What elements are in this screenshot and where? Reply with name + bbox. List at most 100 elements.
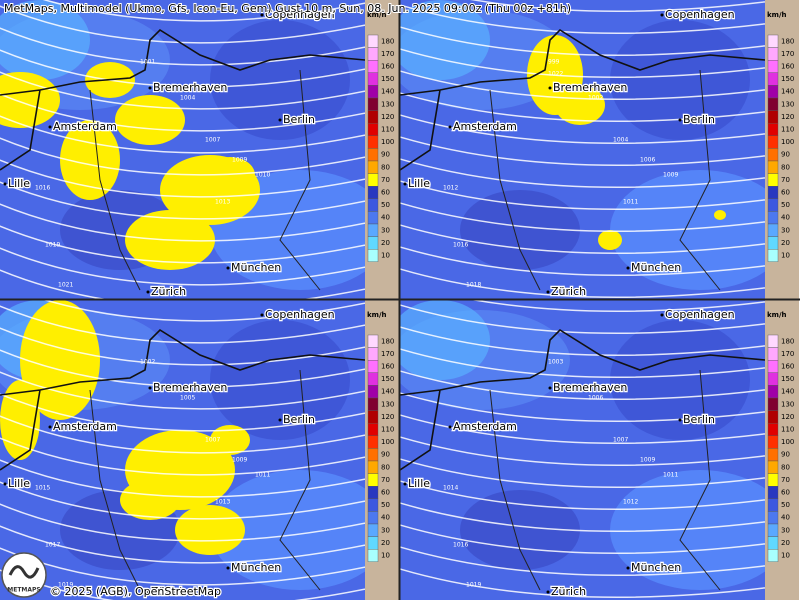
- legend-swatch: [367, 549, 379, 563]
- legend-swatch: [767, 60, 779, 74]
- city-dot: [448, 125, 452, 129]
- isobar: [400, 26, 765, 56]
- isobar-label: 1010: [255, 172, 270, 179]
- isobar: [470, 300, 765, 312]
- legend-swatch: [767, 148, 779, 162]
- legend-label: 110: [381, 426, 394, 434]
- isobar-label: 999: [548, 59, 560, 66]
- legend-swatch: [367, 236, 379, 250]
- legend-label: 100: [781, 438, 794, 446]
- legend-label: 30: [781, 226, 790, 234]
- isobar: [42, 300, 365, 322]
- legend-swatch: [367, 397, 379, 411]
- isobar-label: 1006: [640, 157, 655, 164]
- city-dot: [678, 418, 682, 422]
- wind-area: [210, 470, 365, 590]
- legend-swatch: [767, 435, 779, 449]
- wind-area: [460, 490, 580, 570]
- legend-label: 10: [381, 552, 390, 560]
- isobar: [0, 115, 365, 154]
- coastline: [0, 328, 365, 471]
- map-panel: 1003 1006 1007 1009 1011 1012 1014 1016 1019 Cope…: [400, 300, 765, 600]
- legend-label: 180: [781, 37, 794, 45]
- gust-area: [205, 157, 255, 193]
- isobar: [400, 304, 765, 334]
- city-label: Bremerhaven: [553, 381, 627, 394]
- legend-label: 150: [781, 375, 794, 383]
- legend-unit: km/h: [367, 11, 387, 19]
- wind-area: [610, 470, 765, 590]
- city-label: Zürich: [151, 585, 186, 598]
- isobar-label: 1004: [180, 95, 195, 102]
- isobar-label: 1003: [548, 359, 563, 366]
- border: [89, 69, 321, 291]
- city-dot: [3, 182, 7, 186]
- legend-swatch: [367, 160, 379, 174]
- city-label: Amsterdam: [453, 420, 517, 433]
- isobar: [400, 524, 765, 554]
- legend-swatch: [367, 173, 379, 187]
- legend-swatch: [767, 173, 779, 187]
- legend-swatch: [767, 347, 779, 361]
- legend-label: 120: [381, 113, 394, 121]
- legend-swatch: [767, 448, 779, 462]
- city-label: Bremerhaven: [153, 381, 227, 394]
- isobar-label: 1016: [35, 185, 50, 192]
- legend-swatch: [767, 473, 779, 487]
- city-label: Amsterdam: [453, 120, 517, 133]
- city-dot: [148, 86, 152, 90]
- legend-label: 160: [381, 63, 394, 71]
- isobar: [400, 70, 765, 100]
- legend-swatch: [367, 72, 379, 86]
- city-label: Lille: [8, 477, 30, 490]
- gust-area: [210, 425, 250, 455]
- legend-swatch: [767, 549, 779, 563]
- legend-label: 140: [381, 88, 394, 96]
- isobar: [0, 503, 365, 542]
- legend-label: 80: [781, 463, 790, 471]
- city-dot: [403, 482, 407, 486]
- isobar: [0, 203, 365, 242]
- wind-area: [400, 300, 490, 380]
- map-title: MetMaps, Multimodel (Ukmo, Gfs, Icon-Eu,…: [4, 2, 571, 15]
- legend-label: 90: [781, 451, 790, 459]
- logo-text: METMAPS: [7, 587, 41, 594]
- legend-swatch: [367, 372, 379, 386]
- legend-swatch: [367, 60, 379, 74]
- city-label: Copenhagen: [665, 308, 735, 321]
- isobar: [400, 136, 765, 166]
- legend-swatch: [367, 486, 379, 500]
- city-dot: [660, 313, 664, 317]
- city-label: Copenhagen: [265, 8, 335, 21]
- map-panel: 1002 1005 1007 1009 1011 1013 1015 1017 1019 Cope…: [0, 300, 365, 600]
- isobar: [400, 436, 765, 466]
- legend-label: 20: [381, 239, 390, 247]
- city-label: Zürich: [551, 585, 586, 598]
- legend-label: 50: [381, 501, 390, 509]
- legend-label: 180: [781, 337, 794, 345]
- coastline: [400, 328, 765, 471]
- wind-area: [460, 190, 580, 270]
- legend-swatch: [367, 498, 379, 512]
- legend-swatch: [367, 122, 379, 136]
- isobar-label: 1013: [215, 199, 230, 206]
- isobar: [0, 305, 365, 344]
- isobar: [0, 269, 365, 299]
- legend-label: 10: [381, 252, 390, 260]
- legend-label: 90: [781, 151, 790, 159]
- wind-area: [610, 170, 765, 290]
- wind-area: [210, 20, 350, 140]
- legend-label: 50: [781, 501, 790, 509]
- city-dot: [403, 182, 407, 186]
- isobar: [400, 326, 765, 356]
- logo-badge: [1, 552, 47, 598]
- legend-label: 120: [781, 413, 794, 421]
- legend-swatch: [767, 223, 779, 237]
- legend-swatch: [767, 397, 779, 411]
- isobar-label: 1012: [443, 185, 458, 192]
- legend-swatch: [367, 523, 379, 537]
- legend-swatch: [767, 486, 779, 500]
- isobar-label: 1011: [663, 472, 678, 479]
